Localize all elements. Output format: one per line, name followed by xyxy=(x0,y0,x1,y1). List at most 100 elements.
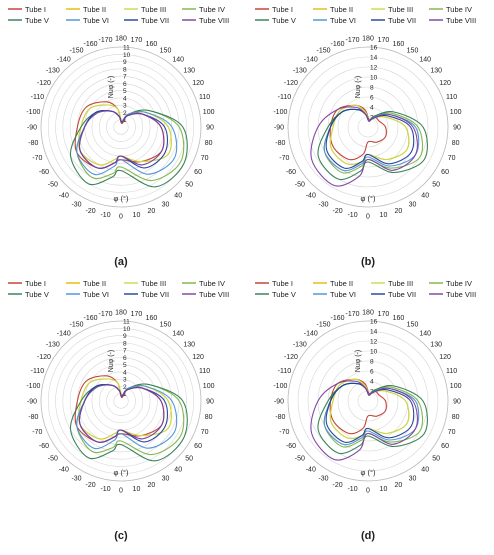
theta-tick-label: 130 xyxy=(183,341,195,348)
legend-label: Tube VIII xyxy=(446,16,476,25)
r-axis-label: Nuφ (-) xyxy=(355,350,362,372)
series-group xyxy=(69,101,188,188)
theta-tick-label: 0 xyxy=(119,488,123,495)
r-tick-label: 14 xyxy=(370,329,378,336)
theta-tick-label: 150 xyxy=(407,321,419,328)
legend-label: Tube VII xyxy=(388,290,416,299)
theta-tick-label: -90 xyxy=(274,399,284,406)
legend: Tube I Tube II Tube III Tube IV Tube V Tube V… xyxy=(255,5,476,25)
theta-tick-label: 160 xyxy=(393,315,405,322)
theta-tick-label: 90 xyxy=(453,125,461,132)
legend-label: Tube IV xyxy=(446,5,472,14)
series-line xyxy=(329,104,387,161)
theta-tick-label: -150 xyxy=(69,321,83,328)
series-line xyxy=(310,380,418,461)
grid-circle xyxy=(77,357,165,445)
panel-label: (c) xyxy=(114,530,128,542)
theta-tick-label: -60 xyxy=(39,443,49,450)
chart-panel: Tube I Tube II Tube III Tube IV Tube V Tube V… xyxy=(8,5,229,268)
theta-tick-label: -160 xyxy=(331,315,345,322)
theta-tick-label: -50 xyxy=(48,456,58,463)
theta-tick-label: 40 xyxy=(421,467,429,474)
theta-tick-label: 100 xyxy=(450,383,462,390)
r-tick-label: 8 xyxy=(123,66,127,73)
theta-tick-label: 30 xyxy=(409,476,417,483)
theta-axis-label: φ (°) xyxy=(114,468,129,477)
legend: Tube I Tube II Tube III Tube IV Tube V Tube V… xyxy=(8,279,229,299)
theta-tick-label: -10 xyxy=(100,212,110,219)
theta-tick-label: -10 xyxy=(100,486,110,493)
theta-tick-label: 90 xyxy=(206,399,214,406)
theta-tick-label: -70 xyxy=(279,429,289,436)
theta-tick-label: -140 xyxy=(304,330,318,337)
grid-circle xyxy=(347,380,389,422)
theta-tick-label: -120 xyxy=(284,80,298,87)
theta-tick-label: 170 xyxy=(378,311,390,318)
theta-tick-label: 120 xyxy=(439,354,451,361)
theta-tick-label: 50 xyxy=(432,456,440,463)
theta-tick-label: 10 xyxy=(380,486,388,493)
theta-tick-label: 180 xyxy=(115,36,127,43)
theta-tick-label: -50 xyxy=(48,182,58,189)
theta-tick-label: -130 xyxy=(293,341,307,348)
theta-tick-label: 60 xyxy=(194,443,202,450)
legend-label: Tube IV xyxy=(199,279,225,288)
theta-tick-label: -10 xyxy=(347,212,357,219)
theta-tick-label: 180 xyxy=(362,36,374,43)
theta-tick-label: -170 xyxy=(346,37,360,44)
r-tick-label: 4 xyxy=(123,369,127,376)
grid-circle xyxy=(55,335,187,467)
legend-label: Tube I xyxy=(272,279,293,288)
theta-tick-label: -160 xyxy=(84,315,98,322)
grid-circle xyxy=(62,68,180,186)
legend-label: Tube VI xyxy=(330,290,356,299)
theta-tick-label: -100 xyxy=(273,383,287,390)
theta-tick-label: 20 xyxy=(148,208,156,215)
series-line xyxy=(329,378,387,435)
grid-circle xyxy=(106,112,136,142)
r-tick-label: 2 xyxy=(123,384,127,391)
r-tick-label: 9 xyxy=(123,333,127,340)
theta-tick-label: -140 xyxy=(304,56,318,63)
theta-tick-label: 80 xyxy=(205,140,213,147)
theta-tick-label: -60 xyxy=(286,169,296,176)
theta-tick-label: 20 xyxy=(148,482,156,489)
theta-tick-label: 140 xyxy=(419,330,431,337)
theta-tick-label: 0 xyxy=(366,214,370,221)
r-tick-label: 10 xyxy=(370,349,378,356)
r-tick-label: 3 xyxy=(123,377,127,384)
r-tick-label: 10 xyxy=(123,52,131,59)
theta-tick-label: 60 xyxy=(441,443,449,450)
theta-axis-label: φ (°) xyxy=(361,468,376,477)
panel-label: (d) xyxy=(361,530,375,542)
r-tick-label: 7 xyxy=(123,74,127,81)
theta-tick-label: -60 xyxy=(286,443,296,450)
theta-tick-label: 150 xyxy=(160,321,172,328)
theta-tick-label: 0 xyxy=(119,214,123,221)
theta-tick-label: 150 xyxy=(160,47,172,54)
theta-tick-label: 80 xyxy=(205,414,213,421)
theta-tick-label: -110 xyxy=(278,368,292,375)
r-tick-label: 16 xyxy=(370,319,378,326)
theta-tick-label: -80 xyxy=(28,140,38,147)
series-line xyxy=(329,104,410,166)
polar-grid xyxy=(40,46,202,208)
r-tick-label: 14 xyxy=(370,55,378,62)
theta-tick-label: -70 xyxy=(32,155,42,162)
series-line xyxy=(78,110,165,169)
theta-tick-label: 70 xyxy=(448,155,456,162)
theta-tick-label: 180 xyxy=(362,310,374,317)
grid-circle xyxy=(55,61,187,193)
theta-tick-label: 140 xyxy=(419,56,431,63)
r-tick-label: 6 xyxy=(370,369,374,376)
theta-tick-label: 90 xyxy=(206,125,214,132)
r-tick-label: 4 xyxy=(370,105,374,112)
legend-label: Tube V xyxy=(25,16,49,25)
grid-circle xyxy=(307,340,429,462)
legend-label: Tube II xyxy=(330,279,353,288)
theta-tick-label: 110 xyxy=(199,94,210,101)
outer-circle xyxy=(287,320,449,482)
grid-circle xyxy=(62,342,180,460)
r-tick-label: 8 xyxy=(370,85,374,92)
